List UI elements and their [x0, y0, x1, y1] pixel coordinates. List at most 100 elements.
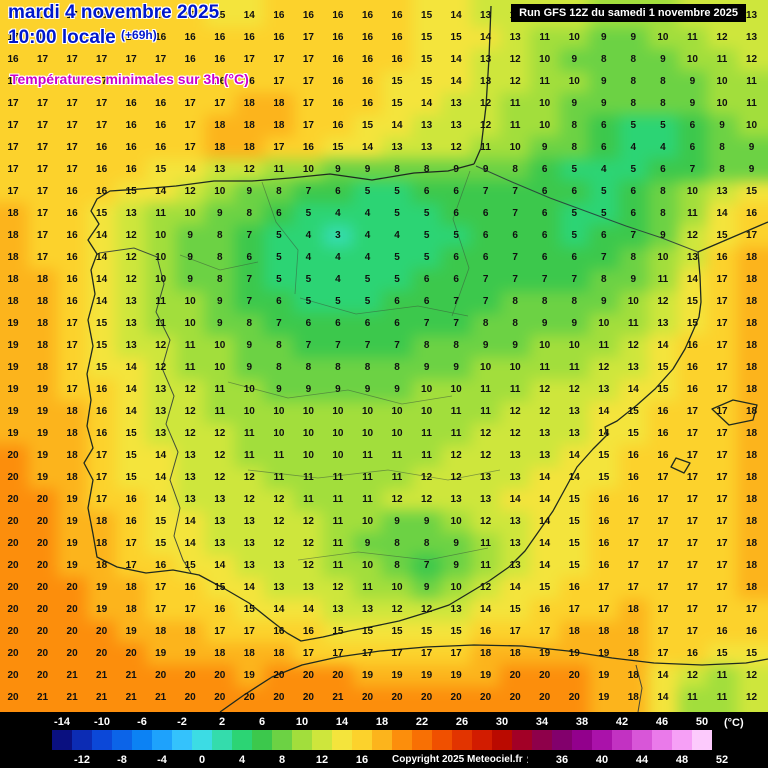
temp-value: 6 [276, 296, 282, 307]
temp-value: 12 [686, 230, 698, 241]
temp-value: 5 [601, 186, 607, 197]
temp-value: 7 [305, 340, 312, 351]
temp-value: 13 [627, 362, 639, 373]
temp-value: 17 [716, 472, 728, 483]
temp-value: 16 [332, 32, 344, 43]
temp-value: 9 [423, 582, 430, 593]
temp-value: 9 [541, 318, 548, 329]
scale-color-cell [52, 730, 72, 750]
temp-value: 14 [509, 494, 521, 505]
temp-value: 13 [302, 582, 314, 593]
temp-value: 16 [686, 648, 698, 659]
temp-value: 9 [364, 164, 371, 175]
temp-value: 5 [276, 230, 282, 241]
temp-value: 18 [214, 142, 226, 153]
temp-value: 17 [66, 32, 78, 43]
temp-value: 13 [686, 252, 698, 263]
temp-value: 11 [628, 318, 639, 329]
temp-value: 6 [394, 318, 400, 329]
temp-value: 17 [243, 626, 255, 637]
temp-value: 20 [480, 692, 492, 703]
temp-value: 17 [66, 120, 78, 131]
temp-value: 17 [686, 538, 698, 549]
temp-value: 20 [7, 494, 19, 505]
temp-value: 10 [302, 406, 314, 417]
temp-value: 16 [598, 560, 610, 571]
temp-value: 5 [630, 120, 637, 131]
temp-value: 17 [66, 54, 78, 65]
temp-value: 12 [243, 494, 255, 505]
scale-tick-label: 44 [635, 754, 649, 766]
temp-value: 14 [273, 604, 285, 615]
temp-value: 16 [686, 340, 698, 351]
temp-value: 7 [512, 186, 518, 197]
temp-value: 9 [689, 98, 696, 109]
temp-value: 13 [155, 384, 167, 395]
temp-value: 13 [480, 76, 492, 87]
temp-value: 21 [332, 692, 344, 703]
temp-value: 7 [512, 274, 518, 285]
temp-value: 5 [453, 230, 459, 241]
temp-value: 7 [482, 274, 489, 285]
temp-value: 12 [125, 274, 137, 285]
temp-value: 17 [66, 10, 78, 21]
temp-value: 13 [509, 516, 521, 527]
temp-value: 10 [509, 362, 521, 373]
temp-value: 17 [155, 604, 167, 615]
temp-value: 12 [273, 538, 285, 549]
temp-value: 7 [246, 230, 253, 241]
temp-value: 20 [184, 692, 196, 703]
temp-value: 17 [36, 252, 49, 263]
temp-value: 17 [184, 98, 196, 109]
temp-value: 16 [155, 120, 167, 131]
temp-value: 18 [480, 648, 492, 659]
temp-value: 11 [480, 384, 491, 395]
temp-value: 5 [601, 208, 607, 219]
temp-value: 18 [36, 340, 49, 351]
temp-value: 14 [539, 472, 551, 483]
temp-value: 16 [125, 32, 137, 43]
temp-value: 6 [246, 252, 253, 263]
temp-value: 5 [423, 208, 430, 219]
temp-value: 8 [217, 274, 223, 285]
temp-value: 14 [96, 274, 108, 285]
temp-value: 20 [7, 516, 19, 527]
scale-color-cell [372, 730, 392, 750]
temp-value: 17 [36, 32, 49, 43]
temp-value: 11 [687, 32, 698, 43]
temp-value: 6 [423, 186, 430, 197]
temp-value: 17 [96, 120, 108, 131]
temp-value: 12 [716, 32, 728, 43]
temp-value: 20 [184, 670, 196, 681]
temp-value: 16 [657, 406, 669, 417]
temp-value: 17 [96, 450, 108, 461]
ibiza-coastline [670, 457, 691, 474]
temp-value: 11 [746, 98, 757, 109]
temp-value: 11 [303, 472, 314, 483]
temp-value: 20 [450, 692, 462, 703]
temp-value: 16 [214, 32, 226, 43]
temp-value: 5 [305, 274, 312, 285]
scale-tick-label: 16 [355, 754, 369, 766]
temp-value: 15 [627, 428, 639, 439]
temp-value: 16 [716, 626, 728, 637]
temp-value: 12 [745, 54, 758, 65]
temp-value: 15 [509, 604, 521, 615]
temp-value: 12 [332, 582, 344, 593]
temp-value: 5 [394, 274, 400, 285]
temp-value: 18 [273, 98, 285, 109]
temp-value: 11 [155, 296, 166, 307]
temp-value: 14 [539, 538, 551, 549]
region-border-3 [299, 297, 469, 317]
temp-value: 20 [568, 670, 580, 681]
temp-value: 13 [273, 560, 285, 571]
temp-value: 19 [66, 516, 78, 527]
temp-value: 14 [509, 582, 521, 593]
temp-value: 14 [450, 54, 462, 65]
temp-value: 16 [302, 626, 314, 637]
temp-value: 17 [391, 648, 403, 659]
temp-value: 13 [332, 604, 344, 615]
temp-value: 17 [273, 54, 285, 65]
temp-value: 4 [394, 230, 400, 241]
temp-value: 16 [214, 76, 226, 87]
